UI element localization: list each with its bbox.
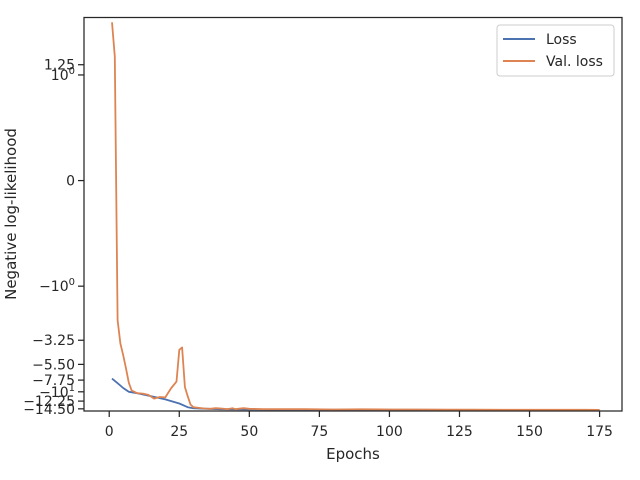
- plot-content: [111, 22, 600, 411]
- series-line-val-loss: [111, 22, 600, 411]
- x-axis-ticks: 0 25 50 75 100 125 150 175: [105, 411, 613, 440]
- y-tick-label: −100: [39, 277, 75, 295]
- x-tick-label: 50: [240, 424, 258, 440]
- legend-label-loss: Loss: [546, 32, 577, 48]
- y-tick-label: −7.75: [32, 373, 75, 389]
- y-tick-label: 0: [66, 174, 75, 190]
- x-tick-label: 125: [446, 424, 473, 440]
- y-tick-label: 100: [51, 66, 75, 84]
- y-axis-title: Negative log-likelihood: [2, 128, 20, 300]
- legend-box: [496, 24, 615, 77]
- y-tick-label: 1.25: [44, 58, 75, 74]
- y-tick-label: −5.50: [32, 357, 75, 373]
- y-tick-label: −101: [39, 383, 75, 401]
- y-tick-label: −12.25: [23, 394, 75, 410]
- x-axis-title: Epochs: [326, 445, 380, 463]
- x-tick-label: 75: [310, 424, 328, 440]
- x-tick-label: 100: [376, 424, 403, 440]
- x-tick-label: 150: [516, 424, 543, 440]
- y-tick-label: −14.50: [23, 402, 75, 418]
- x-tick-label: 175: [586, 424, 613, 440]
- plot-frame: [83, 16, 623, 412]
- legend-label-val-loss: Val. loss: [546, 54, 603, 70]
- x-tick-label: 25: [170, 424, 188, 440]
- y-tick-label: −3.25: [32, 333, 75, 349]
- legend: Loss Val. loss: [496, 24, 615, 77]
- x-tick-label: 0: [105, 424, 114, 440]
